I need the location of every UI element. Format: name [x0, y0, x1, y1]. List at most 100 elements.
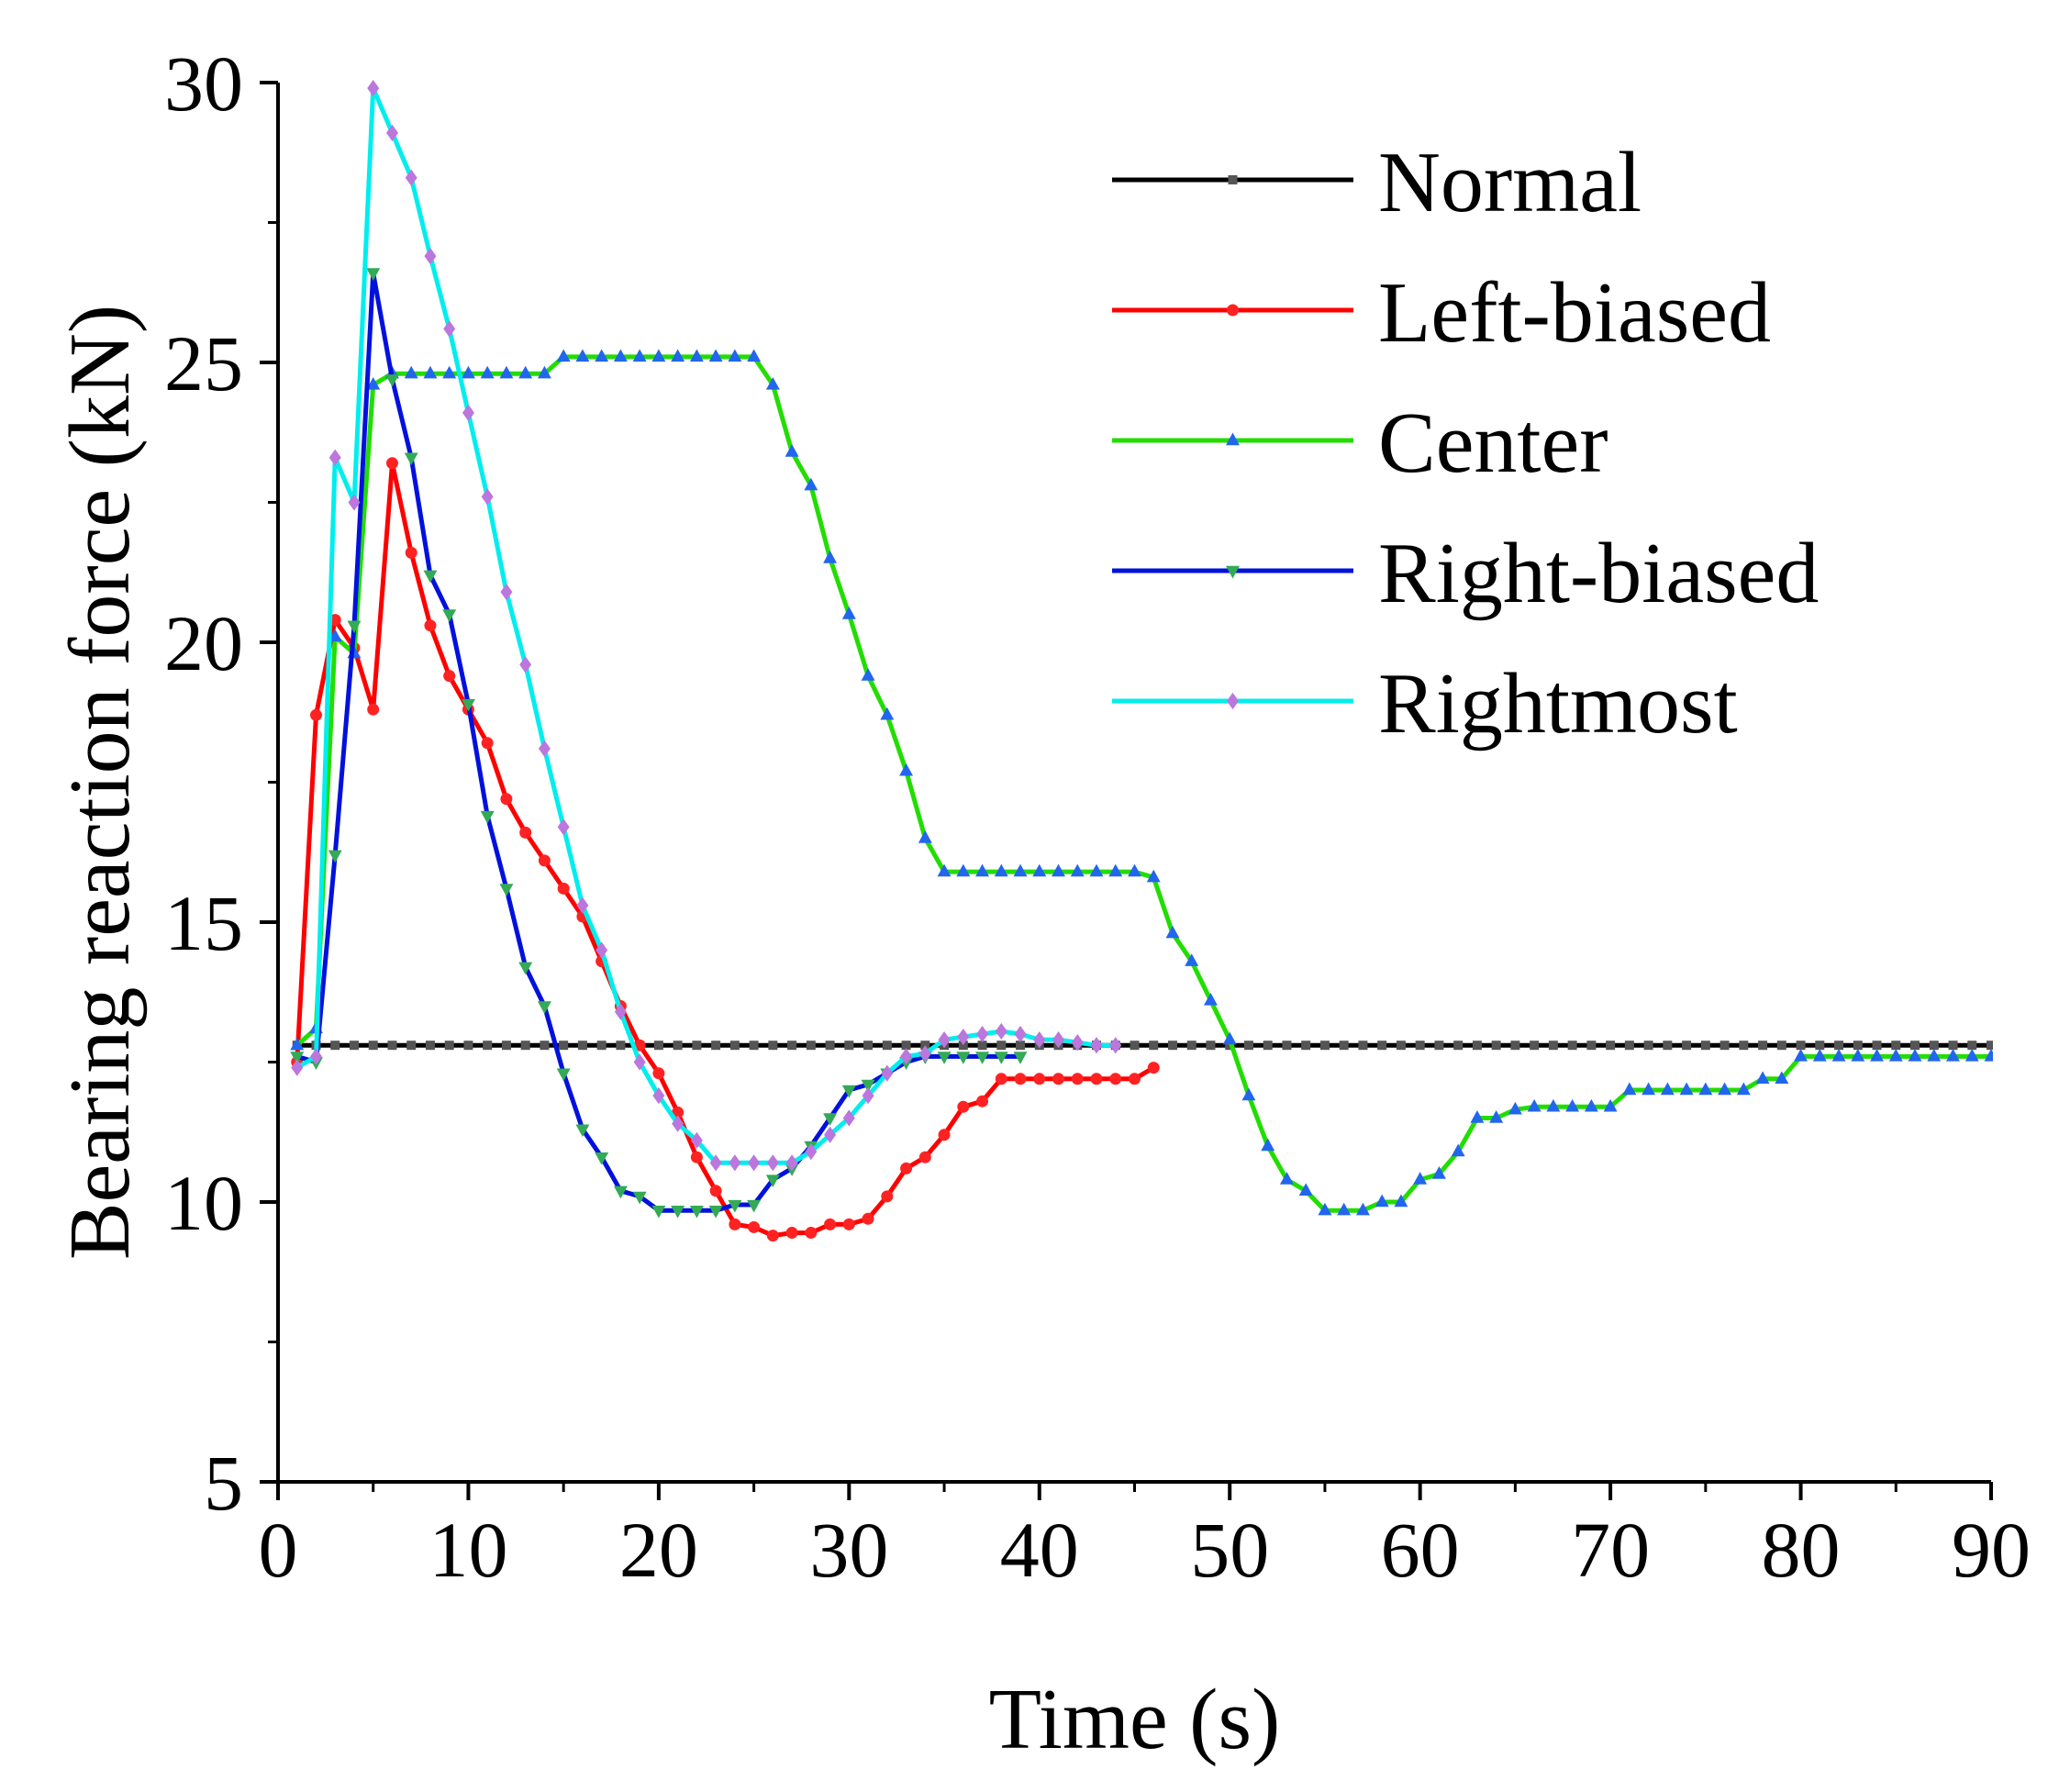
data-point-center	[1927, 1048, 1942, 1062]
data-point-rightmost	[748, 1154, 761, 1172]
data-point-rightmost	[481, 488, 494, 506]
data-point-normal	[1377, 1041, 1387, 1051]
data-point-center	[765, 376, 780, 390]
data-point-left-biased	[748, 1220, 761, 1233]
data-point-left-biased	[957, 1100, 970, 1113]
data-point-right-biased	[765, 1174, 780, 1188]
data-point-left-biased	[1090, 1073, 1103, 1085]
data-point-center	[1984, 1048, 1993, 1062]
data-point-left-biased	[385, 457, 398, 470]
data-point-center	[1812, 1048, 1827, 1062]
data-point-normal	[825, 1041, 835, 1051]
data-point-normal	[1758, 1041, 1768, 1051]
data-point-center	[1622, 1082, 1637, 1096]
data-point-rightmost	[938, 1031, 951, 1049]
data-point-right-biased	[347, 620, 362, 634]
data-point-normal	[1948, 1041, 1958, 1051]
data-point-normal	[1891, 1041, 1901, 1051]
data-point-normal	[1663, 1041, 1673, 1051]
x-tick-label: 90	[1952, 1506, 2031, 1594]
data-point-center	[1851, 1048, 1865, 1062]
data-point-normal	[501, 1041, 511, 1051]
data-point-right-biased	[366, 268, 381, 281]
data-point-left-biased	[995, 1073, 1007, 1085]
data-point-center	[1888, 1048, 1903, 1062]
data-point-left-biased	[1014, 1073, 1027, 1085]
data-point-right-biased	[537, 1001, 551, 1014]
data-point-normal	[1149, 1041, 1159, 1051]
data-point-rightmost	[785, 1154, 798, 1172]
data-point-rightmost	[995, 1022, 1007, 1041]
data-point-right-biased	[651, 1205, 666, 1219]
x-tick-label: 10	[428, 1506, 507, 1594]
x-tick-label: 80	[1762, 1506, 1841, 1594]
data-point-normal	[806, 1041, 816, 1051]
data-point-center	[595, 349, 609, 362]
data-point-left-biased	[690, 1151, 703, 1163]
data-point-center	[899, 762, 914, 776]
data-point-center	[1146, 869, 1161, 883]
data-point-normal	[1929, 1041, 1939, 1051]
x-tick-label: 0	[259, 1506, 298, 1594]
legend-label-normal: Normal	[1378, 135, 1642, 230]
legend-item-rightmost: Rightmost	[1112, 656, 1738, 751]
legend-marker-rightmost	[1227, 692, 1239, 710]
data-point-center	[1070, 863, 1085, 877]
data-point-center	[1222, 1031, 1237, 1045]
data-point-rightmost	[766, 1154, 779, 1172]
data-point-center	[442, 365, 457, 379]
data-point-rightmost	[729, 1154, 741, 1172]
data-point-normal	[996, 1041, 1007, 1051]
legend-item-center: Center	[1112, 395, 1608, 491]
data-point-center	[1279, 1172, 1294, 1185]
data-point-left-biased	[405, 546, 417, 559]
data-point-center	[804, 477, 818, 491]
data-point-left-biased	[805, 1227, 818, 1240]
data-point-right-biased	[671, 1205, 685, 1219]
data-point-normal	[673, 1041, 683, 1051]
data-point-normal	[958, 1041, 968, 1051]
data-point-right-biased	[975, 1052, 990, 1064]
data-point-rightmost	[633, 1053, 646, 1071]
axes-layer: 0 10 20 30 40 50 60 70 80 90 5 10 15 20 25 30 Time (s) Be…	[52, 39, 2031, 1767]
data-point-rightmost	[957, 1028, 970, 1046]
legend-item-right-biased: Right-biased	[1112, 526, 1819, 621]
data-point-normal	[920, 1041, 930, 1051]
data-point-center	[708, 349, 723, 362]
data-point-center	[1394, 1194, 1408, 1208]
data-point-normal	[444, 1041, 454, 1051]
x-tick-label: 70	[1571, 1506, 1650, 1594]
data-point-normal	[463, 1041, 473, 1051]
data-point-normal	[863, 1041, 874, 1051]
data-point-rightmost	[538, 740, 551, 757]
data-point-normal	[1130, 1041, 1140, 1051]
data-point-normal	[1415, 1041, 1425, 1051]
data-point-normal	[577, 1041, 587, 1051]
data-point-normal	[1853, 1041, 1863, 1051]
data-point-right-biased	[499, 884, 514, 896]
data-point-right-biased	[423, 570, 438, 584]
data-point-rightmost	[1071, 1034, 1084, 1052]
data-point-rightmost	[443, 320, 456, 338]
data-point-normal	[653, 1041, 663, 1051]
data-point-center	[671, 349, 685, 362]
data-point-normal	[1472, 1041, 1482, 1051]
data-point-normal	[977, 1041, 987, 1051]
data-point-left-biased	[976, 1095, 989, 1107]
data-point-left-biased	[1033, 1073, 1046, 1085]
data-point-right-biased	[575, 1124, 590, 1138]
data-point-left-biased	[1129, 1073, 1141, 1085]
data-point-center	[1489, 1110, 1504, 1123]
data-point-center	[1508, 1101, 1522, 1115]
data-point-left-biased	[824, 1218, 837, 1230]
data-point-right-biased	[613, 1185, 628, 1199]
data-point-normal	[1339, 1041, 1349, 1051]
series-line-rightmost	[295, 85, 1116, 1165]
data-point-normal	[692, 1041, 702, 1051]
data-point-left-biased	[309, 708, 322, 721]
data-point-normal	[330, 1041, 340, 1051]
series-left-biased	[291, 457, 1160, 1242]
data-point-normal	[1606, 1041, 1616, 1051]
data-point-rightmost	[500, 584, 513, 601]
